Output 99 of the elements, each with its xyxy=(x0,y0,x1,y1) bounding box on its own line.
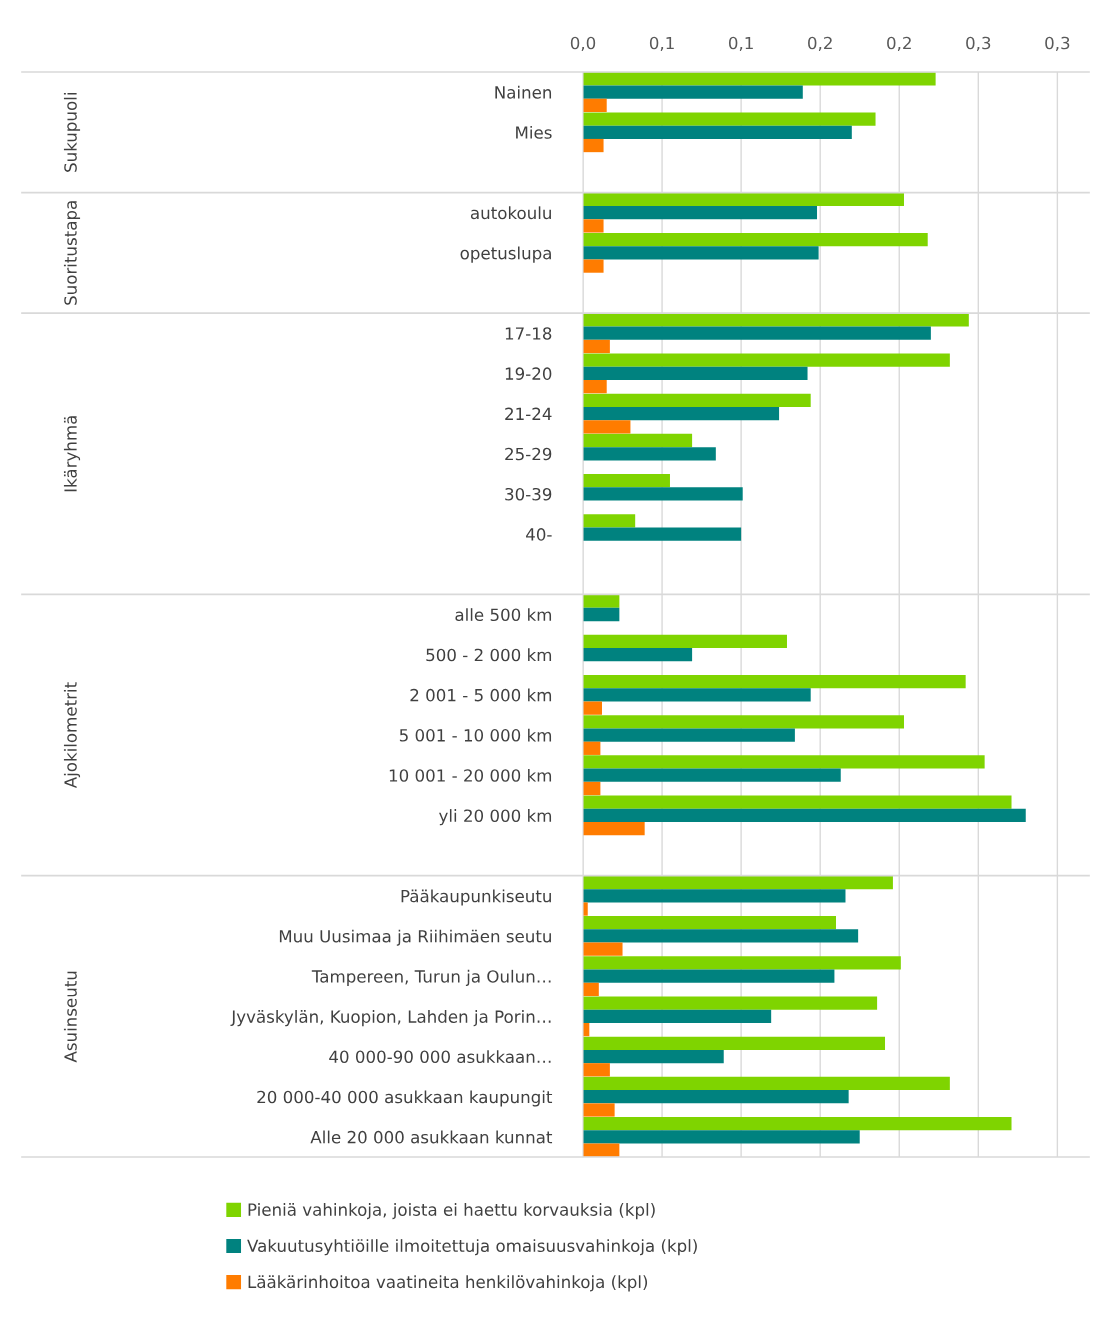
bar xyxy=(583,768,841,782)
bar xyxy=(583,969,835,983)
x-tick-label: 0,3 xyxy=(966,36,991,52)
bar xyxy=(583,916,836,930)
bar xyxy=(583,648,693,662)
legend-label: Lääkärinhoitoa vaatineita henkilövahinkoja (kpl) xyxy=(248,1275,648,1292)
x-tick-label: 0,2 xyxy=(808,36,832,52)
bar xyxy=(583,808,1026,823)
bar xyxy=(583,474,670,488)
y-tick-label: 20 000-40 000 asukkaan kaupungit xyxy=(257,1090,553,1107)
bar xyxy=(583,781,601,796)
bar xyxy=(583,85,803,99)
x-tick-label: 0,0 xyxy=(570,36,596,52)
bar xyxy=(583,996,878,1010)
y-tick-label: 5 001 - 10 000 km xyxy=(399,728,552,742)
text: Asuinseutu xyxy=(63,971,77,1063)
bar xyxy=(583,433,693,448)
y-tick-label: Alle 20 000 asukkaan kunnat xyxy=(310,1130,553,1144)
bar xyxy=(583,1117,1012,1131)
bar xyxy=(583,1090,849,1104)
y-tick-label: autokoulu xyxy=(470,206,551,220)
bar xyxy=(583,674,966,689)
bar xyxy=(583,1049,724,1064)
bar xyxy=(583,607,620,622)
bar xyxy=(583,1063,610,1077)
legend-label: Vakuutusyhtiöille ilmoitettuja omaisuusvahinkoja (kpl) xyxy=(247,1239,697,1256)
y-tick-label: 2 001 - 5 000 km xyxy=(410,688,552,702)
bar xyxy=(583,339,610,354)
bar xyxy=(583,634,787,649)
bar xyxy=(583,98,607,112)
bar xyxy=(583,206,818,220)
bar xyxy=(583,795,1012,809)
bar xyxy=(583,232,928,247)
bar xyxy=(583,246,819,260)
bar xyxy=(583,514,636,528)
bar xyxy=(583,192,904,207)
bar xyxy=(583,1130,860,1144)
bar xyxy=(583,942,623,956)
bar xyxy=(583,112,876,126)
bar xyxy=(583,393,811,407)
bar xyxy=(583,527,742,541)
x-tick-label: 0,3 xyxy=(1045,36,1070,52)
y-tick-label: 40 000-90 000 asukkaan… xyxy=(329,1050,551,1064)
text: Sukupuoli xyxy=(63,93,81,172)
bar xyxy=(583,380,607,394)
y-tick-label: 40- xyxy=(526,528,552,541)
y-tick-label: 30-39 xyxy=(505,487,552,501)
bar xyxy=(583,822,645,836)
y-tick-label: 25-29 xyxy=(505,447,552,461)
x-tick-label: 0,2 xyxy=(887,36,911,52)
bar xyxy=(583,447,716,461)
bar xyxy=(583,487,743,501)
bar xyxy=(583,420,631,434)
y-tick-label: Jyväskylän, Kuopion, Lahden ja Porin… xyxy=(230,1010,551,1027)
bar xyxy=(583,755,985,769)
y-tick-label: 10 001 - 20 000 km xyxy=(389,768,552,782)
bar xyxy=(583,326,931,340)
y-tick-label: Nainen xyxy=(495,85,552,99)
bar xyxy=(583,982,599,997)
bar xyxy=(583,741,601,755)
bar xyxy=(583,688,811,702)
bar xyxy=(583,715,904,729)
legend-label: Pieniä vahinkoja, joista ei haettu korvauksia (kpl) xyxy=(248,1203,655,1220)
bar xyxy=(583,138,604,153)
bar xyxy=(583,1009,772,1023)
bar xyxy=(583,219,604,233)
bar xyxy=(583,313,969,327)
y-tick-label: Pääkaupunkiseutu xyxy=(401,889,551,906)
bar xyxy=(583,889,846,903)
text: Ikäryhmä xyxy=(63,416,81,492)
y-tick-label: Tampereen, Turun ja Oulun… xyxy=(311,969,551,986)
bar xyxy=(583,956,901,970)
y-tick-label: Muu Uusimaa ja Riihimäen seutu xyxy=(279,929,551,946)
x-tick-label: 0,1 xyxy=(649,36,674,52)
x-tick-label: 0,1 xyxy=(728,36,753,52)
bar xyxy=(583,594,620,608)
bar xyxy=(583,259,604,273)
y-tick-label: 500 - 2 000 km xyxy=(426,648,552,662)
y-tick-label: 17-18 xyxy=(505,327,552,340)
bar xyxy=(583,701,602,715)
bar xyxy=(583,875,893,890)
y-tick-label: opetuslupa xyxy=(460,246,551,263)
text: Suoritustapa xyxy=(63,201,81,305)
y-tick-label: 19-20 xyxy=(505,367,552,380)
bar xyxy=(583,406,780,421)
bar xyxy=(583,72,936,86)
bar xyxy=(583,366,808,381)
y-tick-label: alle 500 km xyxy=(455,608,552,622)
bar xyxy=(583,929,859,943)
bar xyxy=(583,125,852,139)
bar xyxy=(583,1036,886,1050)
bar xyxy=(583,1103,615,1117)
y-tick-label: yli 20 000 km xyxy=(439,809,552,826)
bar xyxy=(583,728,795,742)
y-tick-label: Mies xyxy=(516,125,552,139)
text: Ajokilometrit xyxy=(63,682,81,789)
y-tick-label: 21-24 xyxy=(505,407,552,420)
bar xyxy=(583,353,950,367)
bar xyxy=(583,1076,950,1091)
